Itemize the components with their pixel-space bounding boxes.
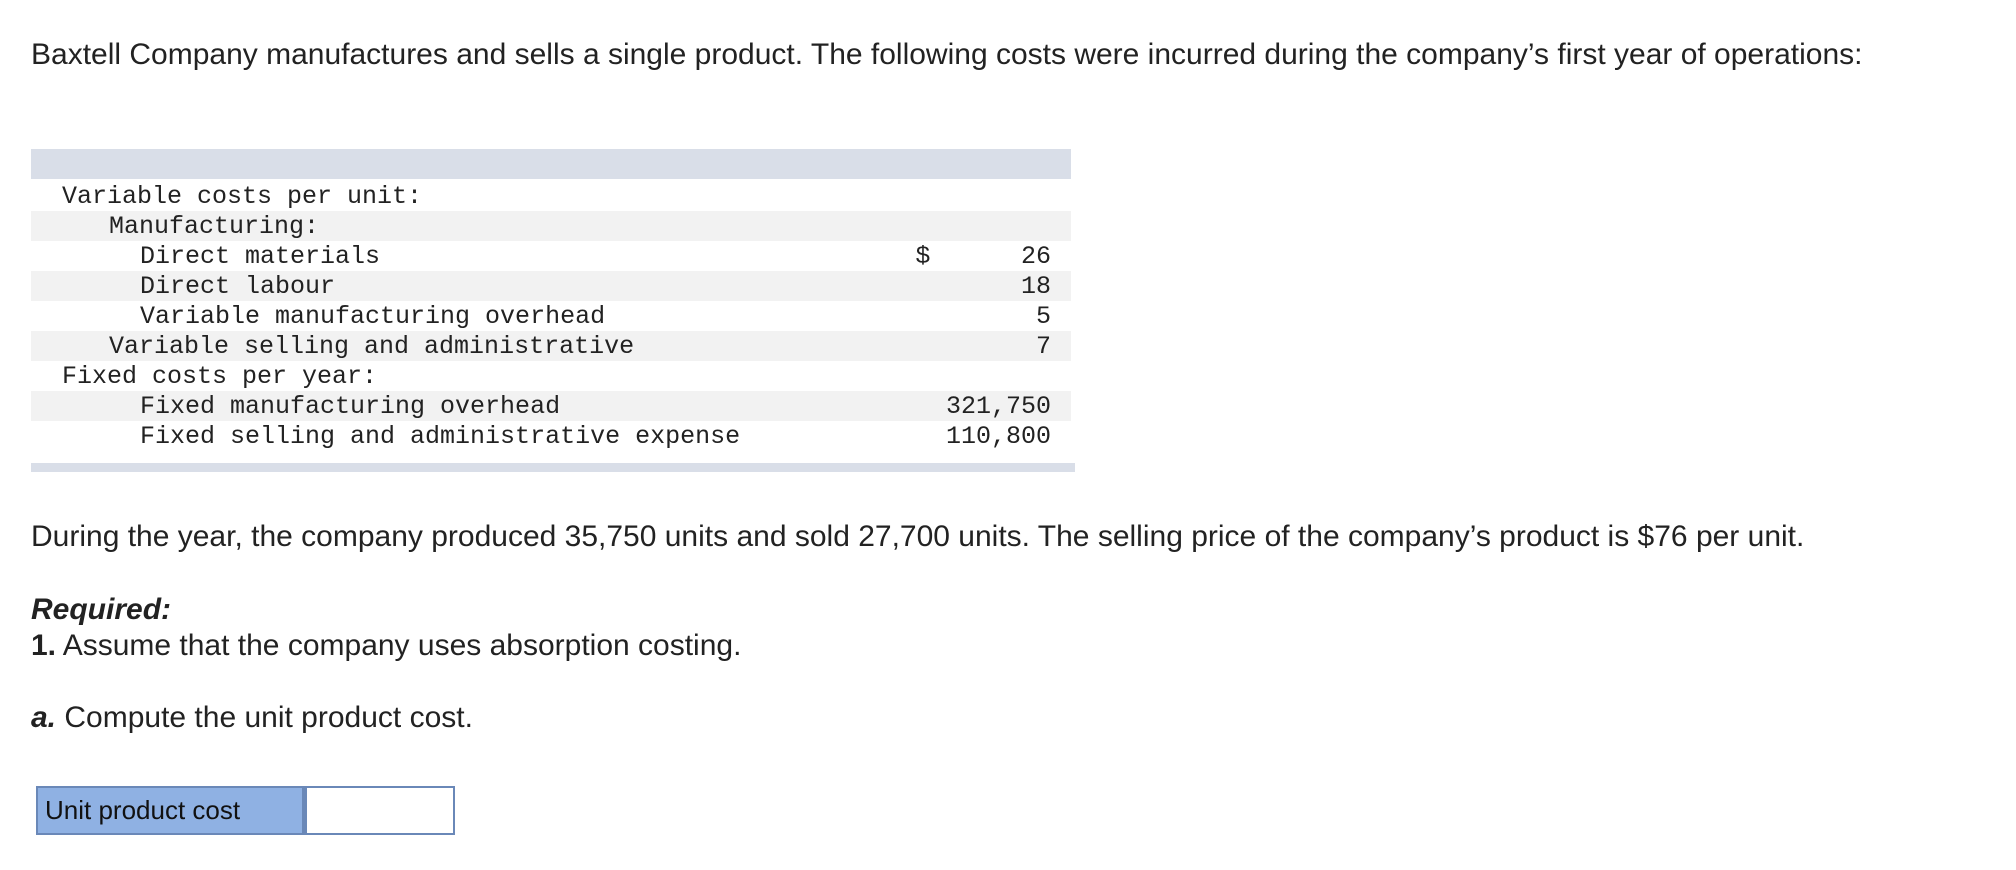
table-row: Variable costs per unit: <box>31 181 1071 211</box>
row-currency <box>915 421 946 451</box>
requirement-a: a. Compute the unit product cost. <box>31 699 473 736</box>
row-label: Fixed selling and administrative expense <box>140 421 741 451</box>
answer-input-wrap <box>304 786 455 835</box>
row-currency <box>915 331 946 361</box>
table-row: Direct labour 18 <box>31 271 1071 301</box>
row-currency <box>915 391 946 421</box>
row-currency <box>915 361 946 391</box>
table-row: Direct materials $ 26 <box>31 241 1071 271</box>
table-row: Manufacturing: <box>31 211 1071 241</box>
row-label: Variable selling and administrative <box>31 331 916 361</box>
table-top-bar <box>31 149 1071 179</box>
row-value: 110,800 <box>945 421 1051 451</box>
row-label: Direct labour <box>31 271 916 301</box>
table-row: Variable selling and administrative 7 <box>31 331 1071 361</box>
row-currency <box>915 301 946 331</box>
row-currency <box>915 181 946 211</box>
row-currency <box>915 211 946 241</box>
table-row: Fixed manufacturing overhead 321,750 <box>31 391 1071 421</box>
row-currency: $ <box>915 241 931 271</box>
row-value <box>946 361 1071 391</box>
table-row: Variable manufacturing overhead 5 <box>31 301 1071 331</box>
row-value <box>945 211 1071 241</box>
row-value: 7 <box>945 331 1071 361</box>
requirement-1: 1. Assume that the company uses absorpti… <box>31 627 741 664</box>
cost-table-container: Variable costs per unit: Manufacturing: … <box>31 149 1075 472</box>
row-label: Variable costs per unit: <box>62 181 423 211</box>
unit-product-cost-label: Unit product cost <box>36 786 304 835</box>
row-currency <box>915 271 946 301</box>
table-row: Fixed costs per year: <box>31 361 1071 391</box>
required-heading: Required: <box>31 593 172 626</box>
cost-table: Variable costs per unit: Manufacturing: … <box>31 181 1071 451</box>
row-value: 18 <box>945 271 1071 301</box>
problem-intro: Baxtell Company manufactures and sells a… <box>31 38 1863 71</box>
requirement-a-letter: a. <box>31 701 57 734</box>
row-label: Variable manufacturing overhead <box>140 301 606 331</box>
answer-row: Unit product cost <box>36 786 455 835</box>
row-label: Fixed manufacturing overhead <box>31 391 916 421</box>
row-value: 5 <box>1035 301 1051 331</box>
row-value: 26 <box>1020 241 1051 271</box>
table-row: Fixed selling and administrative expense… <box>31 421 1071 451</box>
table-bottom-bar <box>31 463 1075 472</box>
unit-product-cost-input[interactable] <box>307 786 455 835</box>
requirement-a-text: Compute the unit product cost. <box>56 701 473 734</box>
production-text: During the year, the company produced 35… <box>31 520 1805 553</box>
row-value: 321,750 <box>945 391 1071 421</box>
row-label: Fixed costs per year: <box>62 361 378 391</box>
requirement-1-number: 1. <box>31 629 57 662</box>
row-label: Manufacturing: <box>31 211 916 241</box>
row-value <box>946 181 1071 211</box>
row-label: Direct materials <box>140 241 381 271</box>
requirement-1-text: Assume that the company uses absorption … <box>56 629 742 662</box>
